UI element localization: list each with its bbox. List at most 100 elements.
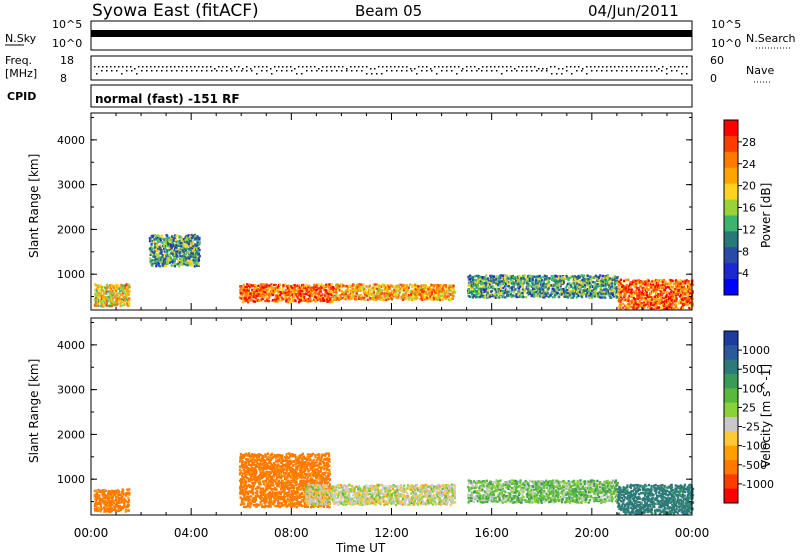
data-cell (306, 461, 309, 465)
data-cell (493, 281, 496, 284)
nave-point (601, 70, 603, 72)
data-cell (111, 303, 115, 307)
data-cell (365, 294, 368, 297)
data-cell (281, 486, 284, 489)
data-cell (534, 279, 538, 282)
freq-point (378, 66, 380, 68)
data-cell (579, 279, 582, 283)
data-cell (354, 289, 357, 292)
data-cell (271, 475, 274, 478)
nave-point (241, 70, 243, 72)
data-cell (425, 290, 428, 294)
data-cell (378, 285, 381, 288)
data-cell (183, 243, 187, 246)
data-cell (635, 291, 638, 295)
data-cell (488, 277, 491, 281)
data-cell (494, 292, 497, 296)
freq-point (330, 66, 332, 68)
data-cell (328, 298, 332, 302)
data-cell (591, 276, 594, 279)
data-cell (505, 285, 508, 288)
data-cell (277, 479, 280, 482)
data-cell (318, 297, 321, 301)
data-cell (101, 285, 104, 289)
data-cell (128, 493, 131, 496)
data-cell (311, 504, 314, 507)
data-cell (175, 241, 178, 245)
data-cell (173, 265, 176, 268)
data-cell (302, 499, 305, 502)
freq-point (218, 66, 220, 68)
data-cell (487, 296, 490, 299)
data-cell (309, 477, 312, 480)
data-cell (352, 295, 355, 298)
data-cell (485, 274, 488, 277)
data-cell (625, 278, 628, 282)
data-cell (98, 497, 101, 500)
data-cell (164, 249, 168, 252)
data-cell (100, 297, 103, 300)
data-cell (276, 453, 280, 457)
data-cell (289, 294, 292, 297)
data-cell (529, 285, 532, 288)
data-cell (496, 280, 499, 284)
data-cell (681, 298, 684, 301)
data-cell (363, 288, 366, 291)
data-cell (172, 239, 175, 242)
data-cell (682, 284, 685, 287)
data-cell (266, 290, 269, 293)
data-cell (170, 236, 173, 240)
data-cell (351, 293, 355, 296)
data-cell (368, 296, 372, 300)
data-cell (608, 287, 611, 291)
data-cell (686, 285, 690, 288)
data-cell (184, 245, 187, 248)
data-cell (619, 298, 622, 302)
data-cell (127, 509, 130, 512)
data-cell (110, 283, 113, 286)
data-cell (266, 488, 269, 491)
data-cell (304, 461, 307, 464)
data-cell (543, 293, 546, 297)
data-cell (534, 277, 538, 280)
data-cell (397, 294, 400, 297)
data-cell (261, 487, 265, 491)
data-cell (527, 282, 530, 286)
data-cell (101, 493, 104, 496)
data-cell (547, 295, 550, 299)
data-cell (556, 286, 559, 289)
data-cell (381, 285, 384, 289)
data-cell (260, 454, 263, 457)
data-cell (256, 455, 259, 458)
data-cell (287, 479, 290, 482)
data-cell (522, 274, 525, 278)
data-cell (519, 283, 522, 286)
data-cell (590, 280, 593, 283)
data-cell (284, 481, 287, 485)
data-cell (263, 505, 266, 509)
data-cell (109, 301, 112, 304)
data-cell (347, 296, 350, 299)
data-cell (281, 474, 284, 477)
data-cell (672, 293, 675, 297)
data-cell (164, 257, 168, 260)
data-cell (396, 287, 399, 290)
data-cell (654, 302, 657, 306)
data-cell (177, 259, 180, 263)
data-cell (589, 277, 592, 281)
data-cell (172, 250, 175, 253)
data-cell (439, 298, 442, 302)
data-cell (300, 294, 303, 298)
data-cell (514, 276, 517, 279)
data-cell (240, 500, 243, 504)
data-cell (679, 293, 683, 297)
data-cell (262, 295, 265, 299)
data-cell (517, 283, 520, 286)
data-cell (118, 504, 121, 508)
data-cell (127, 503, 130, 506)
data-cell (119, 501, 122, 504)
data-cell (546, 285, 549, 289)
data-cell (562, 289, 566, 292)
data-cell (193, 261, 196, 264)
data-cell (251, 478, 254, 481)
